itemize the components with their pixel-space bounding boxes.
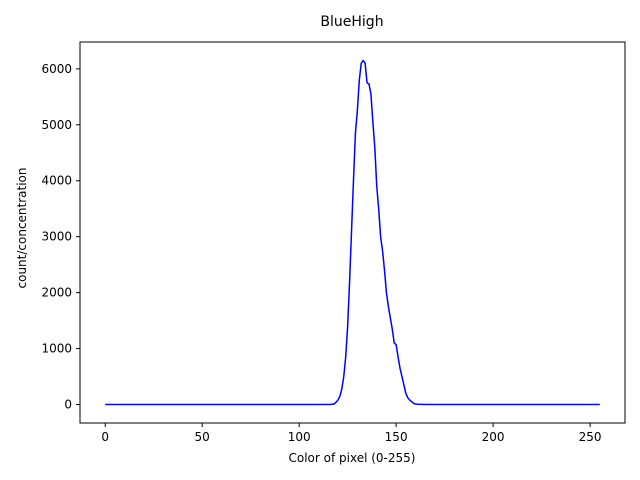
x-tick-label: 200 — [482, 430, 505, 444]
y-tick-label: 0 — [64, 398, 72, 412]
x-tick-label: 250 — [579, 430, 602, 444]
chart-title: BlueHigh — [320, 14, 383, 30]
y-tick-label: 6000 — [41, 62, 72, 76]
x-tick-label: 150 — [385, 430, 408, 444]
y-tick-label: 3000 — [41, 230, 72, 244]
x-axis-ticks: 0 50 100 150 200 250 — [101, 423, 602, 444]
y-axis-ticks: 0 1000 2000 3000 4000 5000 6000 — [41, 62, 80, 412]
plot-frame — [79, 41, 626, 424]
x-tick-label: 100 — [288, 430, 311, 444]
y-tick-label: 4000 — [41, 174, 72, 188]
y-tick-label: 5000 — [41, 118, 72, 132]
series-line-0 — [105, 59, 600, 406]
y-tick-label: 2000 — [41, 286, 72, 300]
plot-area — [79, 41, 626, 424]
y-tick-label: 1000 — [41, 342, 72, 356]
x-axis-label: Color of pixel (0-255) — [289, 451, 416, 465]
x-tick-label: 0 — [101, 430, 109, 444]
x-tick-label: 50 — [195, 430, 210, 444]
y-axis-label: count/concentration — [15, 167, 29, 288]
